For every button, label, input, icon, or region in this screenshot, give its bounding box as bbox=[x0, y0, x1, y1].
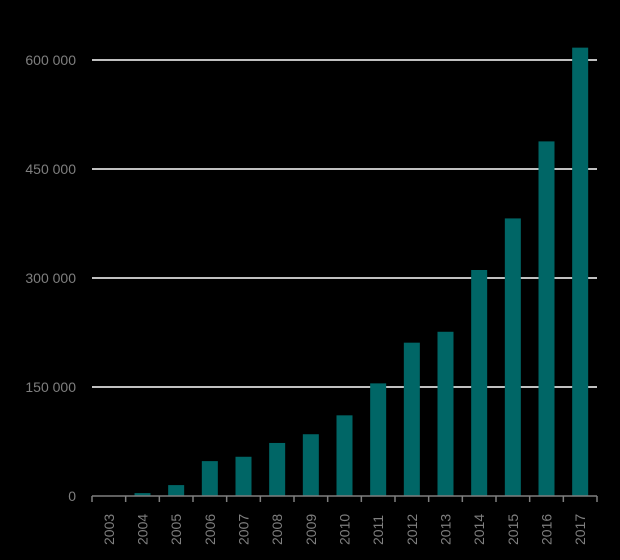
x-tick-label: 2003 bbox=[101, 514, 117, 545]
bar-2010 bbox=[336, 415, 353, 496]
y-tick-label: 150 000 bbox=[25, 379, 76, 395]
x-tick-label: 2009 bbox=[303, 514, 319, 545]
x-tick-label: 2007 bbox=[236, 514, 252, 545]
x-tick-label: 2011 bbox=[370, 515, 386, 545]
bars bbox=[134, 47, 589, 497]
y-tick-label: 0 bbox=[68, 488, 76, 504]
bar-2004 bbox=[134, 493, 151, 496]
bar-2016 bbox=[538, 141, 555, 497]
y-tick-labels: 0 150 000 300 000 450 000 600 000 bbox=[25, 52, 76, 504]
bar-2017 bbox=[572, 47, 589, 496]
x-tick-label: 2008 bbox=[269, 514, 285, 545]
bar-2008 bbox=[269, 442, 286, 496]
x-tick-label: 2006 bbox=[202, 514, 218, 545]
x-tick-label: 2010 bbox=[337, 514, 353, 545]
bar-2014 bbox=[471, 270, 488, 496]
bar-2012 bbox=[403, 342, 420, 496]
x-tick-labels: 2003 2004 2005 2006 2007 2008 2009 2010 2011 2012… bbox=[101, 514, 588, 545]
bar-2011 bbox=[370, 383, 387, 496]
x-tick-label: 2014 bbox=[471, 514, 487, 545]
x-axis bbox=[91, 495, 598, 502]
x-tick-label: 2016 bbox=[539, 514, 555, 545]
x-tick-label: 2012 bbox=[404, 514, 420, 545]
bar-2007 bbox=[235, 456, 252, 496]
y-tick-label: 450 000 bbox=[25, 161, 76, 177]
y-tick-label: 600 000 bbox=[25, 52, 76, 68]
bar-2009 bbox=[302, 434, 319, 496]
x-tick-label: 2005 bbox=[168, 514, 184, 545]
bar-2005 bbox=[168, 485, 185, 496]
x-tick-label: 2004 bbox=[135, 514, 151, 545]
x-tick-label: 2013 bbox=[438, 514, 454, 545]
gridlines bbox=[92, 59, 597, 388]
x-tick-label: 2017 bbox=[572, 514, 588, 545]
bar-2006 bbox=[201, 461, 218, 496]
y-tick-label: 300 000 bbox=[25, 270, 76, 286]
bar-2013 bbox=[437, 331, 454, 496]
bar-2015 bbox=[504, 218, 521, 496]
x-tick-label: 2015 bbox=[505, 514, 521, 545]
